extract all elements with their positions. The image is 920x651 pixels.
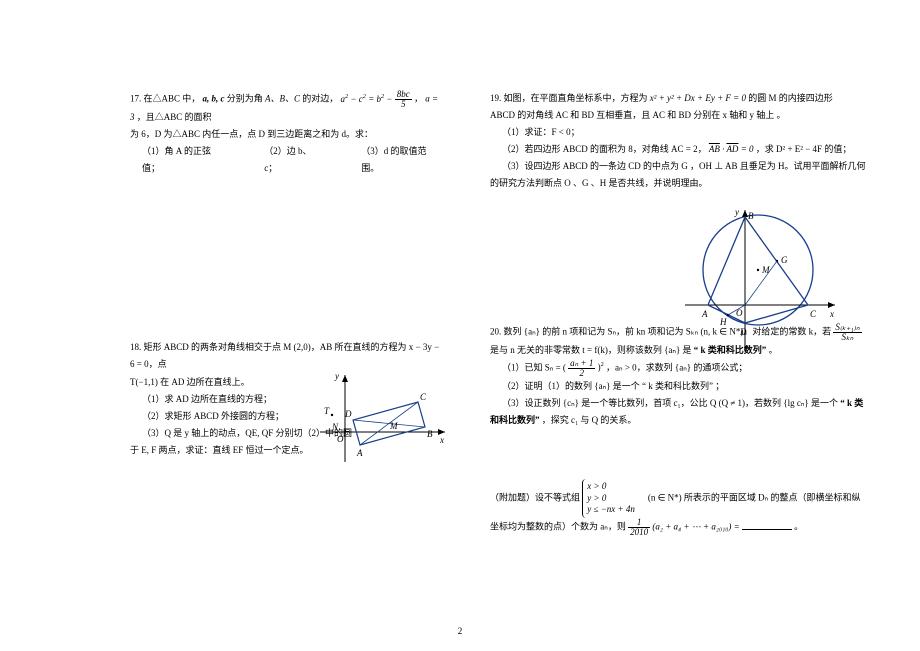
figure-19: M G H x y O A B C D xyxy=(680,205,840,361)
svg-text:D: D xyxy=(739,327,747,337)
right-column: 19. 如图，在平面直角坐标系中，方程为 x² + y² + Dx + Ey +… xyxy=(490,90,870,587)
page-number: 2 xyxy=(0,626,920,636)
p19-part1: （1）求证：F < 0； xyxy=(502,124,870,141)
p20-part1b: ，aₙ > 0，求数列 {aₙ} 的通项公式； xyxy=(606,362,747,372)
fig19-svg: M G H x y O A B C D xyxy=(680,205,840,355)
p17-stem-a: 17. 在△ABC 中， xyxy=(130,94,200,104)
extra-frac: 1 2010 xyxy=(628,518,650,537)
p20-part2: （2）证明（1）的数列 {aₙ} 是一个 “ k 类和科比数列” ； xyxy=(502,381,724,391)
p17-frac: 8bc 5 xyxy=(395,90,412,109)
extra-stem2b: (a₂ + a₄ + ⋯ + a₂₀₁₀) = xyxy=(652,522,742,532)
svg-text:x: x xyxy=(829,309,834,319)
svg-text:C: C xyxy=(420,392,427,402)
p17-stem-d: ， xyxy=(414,94,423,104)
p17-eq: a2 − c2 = b2 − xyxy=(341,94,395,104)
svg-text:y: y xyxy=(334,371,339,381)
extra-brace: x > 0 y > 0 y ≤ −nx + 4n xyxy=(582,479,639,518)
problem-18: 18. 矩形 ABCD 的两条对角线相交于点 M (2,0)，AB 所在直线的方… xyxy=(130,339,440,459)
svg-text:M: M xyxy=(761,265,770,275)
extra-stem2a: 坐标均为整数的点）个数为 aₙ，则 xyxy=(490,522,628,532)
p20-p1-paren2: )2 xyxy=(598,362,604,372)
p17-vars: a, b, c xyxy=(203,94,225,104)
p20-part3b: “ k 类 xyxy=(840,398,863,408)
extra-cond: (n ∈ N*) 所表示的平面区域 Dₙ 的整点（即横坐标和纵 xyxy=(648,493,861,503)
p19-part3b: 的研究方法判断点 O 、G 、H 是否共线，并说明理由。 xyxy=(490,175,870,192)
p17-part3: （3）d 的取值范围。 xyxy=(361,143,440,177)
p20-part3a: （3）设正数列 {cₙ} 是一个等比数列，首项 c₁，公比 Q (Q ≠ 1)，… xyxy=(502,398,840,408)
svg-text:H: H xyxy=(719,317,727,327)
extra-blank xyxy=(742,520,792,530)
p19-stem1a: 19. 如图，在平面直角坐标系中，方程为 xyxy=(490,93,650,103)
svg-text:O: O xyxy=(736,308,743,318)
left-column: 17. 在△ABC 中， a, b, c 分别为角 A、B、C 的对边， a2 … xyxy=(130,90,440,509)
extra-stem2c: 。 xyxy=(794,522,803,532)
svg-text:B: B xyxy=(748,211,754,221)
figure-18: x y O A B C D M T N xyxy=(310,367,450,473)
p20-stem2a: 是与 n 无关的非零常数 t = f(k)，则称该数列 {aₙ} 是 xyxy=(490,345,692,355)
svg-text:O: O xyxy=(337,434,344,444)
svg-text:C: C xyxy=(810,309,817,319)
p17-stem-e: ，且△ABC 的面积 xyxy=(137,112,212,122)
svg-text:N: N xyxy=(331,422,339,432)
p17-stem-c: 的对边， xyxy=(302,94,338,104)
p17-angles: A、B、C xyxy=(265,94,300,104)
svg-text:M: M xyxy=(389,421,398,431)
problem-17: 17. 在△ABC 中， a, b, c 分别为角 A、B、C 的对边， a2 … xyxy=(130,90,440,177)
svg-text:B: B xyxy=(427,429,433,439)
svg-text:A: A xyxy=(356,448,363,458)
p20-part3d: ，探究 c₁ 与 Q 的关系。 xyxy=(542,415,637,425)
p20-p1-paren: ( xyxy=(563,362,566,372)
p17-stem2: 为 6，D 为△ABC 内任一点，点 D 到三边距离之和为 d。求： xyxy=(130,126,440,143)
p19-eq: x² + y² + Dx + Ey + F = 0 xyxy=(650,93,746,103)
p20-part1a: （1）已知 Sₙ = xyxy=(502,362,563,372)
p17-part2: （2）边 b、c； xyxy=(264,143,321,177)
svg-text:y: y xyxy=(734,207,739,217)
p17-stem-b: 分别为角 xyxy=(227,94,265,104)
svg-text:A: A xyxy=(701,309,708,319)
extra-problem: （附加题）设不等式组 x > 0 y > 0 y ≤ −nx + 4n (n ∈… xyxy=(490,479,870,537)
p20-part3c: 和科比数列” xyxy=(490,415,540,425)
p17-part1: （1）角 A 的正弦值； xyxy=(142,143,224,177)
problem-19: 19. 如图，在平面直角坐标系中，方程为 x² + y² + Dx + Ey +… xyxy=(490,90,870,193)
fig18-svg: x y O A B C D M T N xyxy=(310,367,450,467)
p19-stem1b: 的圆 M 的内接四边形 xyxy=(748,93,833,103)
p20-p1-frac: aₙ + 1 2 xyxy=(568,359,595,378)
svg-text:T: T xyxy=(324,406,330,416)
extra-stem1: （附加题）设不等式组 xyxy=(490,493,582,503)
svg-text:x: x xyxy=(439,435,444,445)
svg-text:D: D xyxy=(344,409,352,419)
p19-stem2: ABCD 的对角线 AC 和 BD 互相垂直，且 AC 和 BD 分别在 x 轴… xyxy=(490,107,870,124)
p19-part3a: （3）设四边形 ABCD 的一条边 CD 的中点为 G ，OH ⊥ AB 且垂足… xyxy=(502,158,870,175)
p19-vec: AB · AD = 0 xyxy=(709,144,754,154)
p19-part2a: （2）若四边形 ABCD 的面积为 8，对角线 AC = 2， xyxy=(502,144,707,154)
svg-text:G: G xyxy=(781,255,788,265)
p19-part2b: ，求 D² + E² − 4F 的值； xyxy=(756,144,852,154)
